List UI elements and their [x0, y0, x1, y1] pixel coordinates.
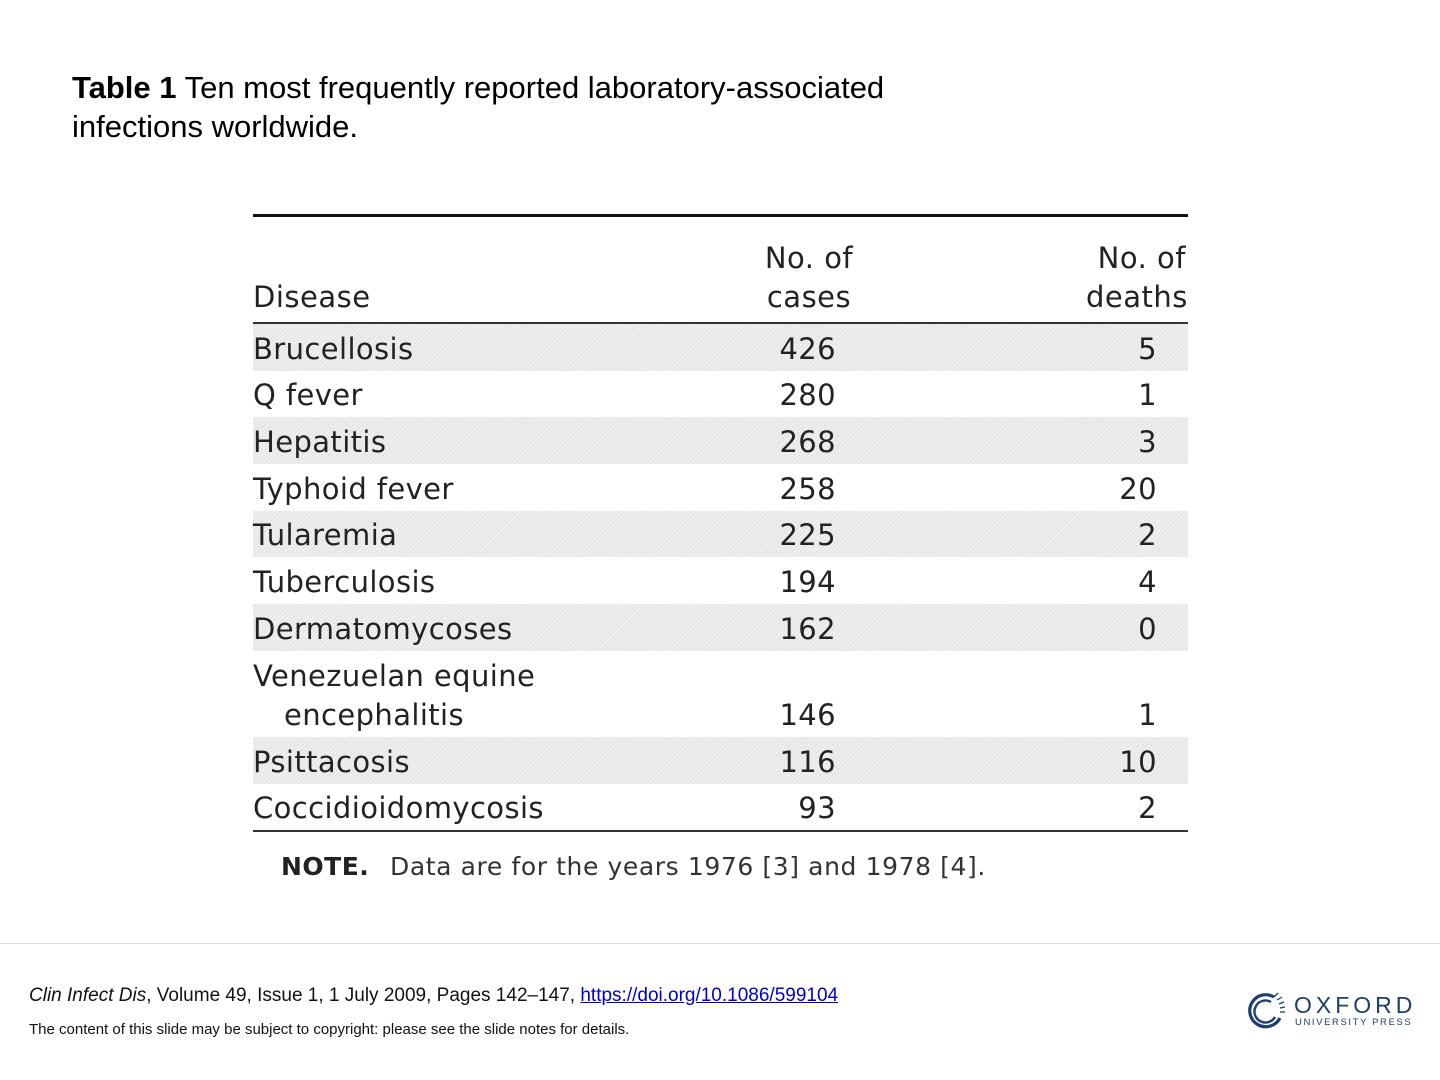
cell-deaths: 1 [1138, 697, 1157, 732]
header-disease: Disease [253, 280, 371, 314]
table-label: Table 1 [72, 70, 177, 105]
citation-details: , Volume 49, Issue 1, 1 July 2009, Pages… [146, 985, 581, 1006]
table-row: Q fever 280 1 [253, 371, 1188, 418]
cell-cases: 426 [779, 331, 836, 366]
header-deaths: No. of deaths [1086, 239, 1188, 317]
table-top-rule [253, 214, 1188, 217]
note-text: Data are for the years 1976 [3] and 1978… [390, 852, 986, 882]
table-header: Disease No. of cases No. of deaths [253, 217, 1188, 322]
cell-disease: Tularemia [253, 518, 398, 553]
copyright-notice: The content of this slide may be subject… [29, 1021, 630, 1038]
cell-deaths: 5 [1138, 331, 1157, 366]
cell-deaths: 3 [1138, 425, 1157, 460]
table-header-rule [253, 322, 1188, 324]
cell-disease: Venezuelan equine encephalitis [253, 657, 535, 735]
cell-disease-line2: encephalitis [284, 697, 465, 732]
table-note: NOTE. Data are for the years 1976 [3] an… [253, 832, 1188, 888]
table-row: Venezuelan equine encephalitis 146 1 [253, 651, 1188, 737]
cell-deaths: 1 [1138, 378, 1157, 413]
table-bottom-rule [253, 830, 1188, 833]
doi-link[interactable]: https://doi.org/10.1086/599104 [580, 985, 839, 1006]
header-cases-line1: No. of [764, 241, 854, 275]
table-row: Psittacosis 116 10 [253, 736, 1188, 784]
cell-cases: 93 [798, 791, 836, 826]
cell-cases: 225 [779, 518, 836, 553]
header-deaths-line2: deaths [1086, 280, 1188, 314]
cell-disease: Dermatomycoses [253, 611, 513, 646]
cell-deaths: 2 [1138, 518, 1157, 553]
cell-cases: 268 [779, 425, 836, 460]
oxford-logo: OXFORD UNIVERSITY PRESS [1244, 990, 1414, 1034]
table-row: Tuberculosis 194 4 [253, 557, 1188, 604]
cell-cases: 162 [779, 611, 836, 646]
data-table: Disease No. of cases No. of deaths Bruce… [253, 214, 1188, 888]
cell-disease: Psittacosis [253, 744, 411, 779]
cell-disease: Brucellosis [253, 331, 414, 366]
cell-disease: Coccidioidomycosis [253, 791, 544, 826]
footer-divider [0, 943, 1440, 944]
oxford-emblem-icon [1248, 992, 1286, 1029]
cell-cases: 280 [779, 378, 836, 413]
table-row: Brucellosis 426 5 [253, 324, 1188, 371]
cell-deaths: 2 [1138, 791, 1157, 826]
logo-subtitle: UNIVERSITY PRESS [1295, 1017, 1413, 1028]
cell-cases: 258 [779, 471, 836, 506]
cell-deaths: 0 [1138, 611, 1157, 646]
table-row: Hepatitis 268 3 [253, 417, 1188, 465]
cell-disease: Q fever [253, 378, 363, 413]
cell-disease: Hepatitis [253, 425, 387, 460]
cell-deaths: 20 [1119, 471, 1157, 506]
table-caption: Ten most frequently reported laboratory-… [72, 70, 885, 144]
cell-disease: Tuberculosis [253, 565, 436, 600]
cell-cases: 146 [779, 697, 836, 732]
cell-cases: 194 [779, 565, 836, 600]
header-cases: No. of cases [753, 239, 865, 317]
cell-deaths: 4 [1138, 565, 1157, 600]
table-row: Tularemia 225 2 [253, 510, 1188, 558]
logo-name: OXFORD [1294, 992, 1417, 1018]
header-deaths-line1: No. of [1097, 241, 1186, 275]
table-row: Coccidioidomycosis 93 2 [253, 784, 1188, 831]
cell-cases: 116 [779, 744, 836, 779]
header-cases-line2: cases [766, 280, 852, 314]
slide-title: Table 1 Ten most frequently reported lab… [72, 68, 952, 146]
table-row: Typhoid fever 258 20 [253, 464, 1188, 511]
cell-disease: Typhoid fever [253, 471, 454, 506]
cell-deaths: 10 [1119, 744, 1157, 779]
note-label: NOTE. [281, 852, 370, 882]
cell-disease-line1: Venezuelan equine [253, 658, 536, 693]
table-row: Dermatomycoses 162 0 [253, 604, 1188, 651]
citation: Clin Infect Dis, Volume 49, Issue 1, 1 J… [29, 984, 838, 1008]
journal-name: Clin Infect Dis [29, 985, 147, 1006]
